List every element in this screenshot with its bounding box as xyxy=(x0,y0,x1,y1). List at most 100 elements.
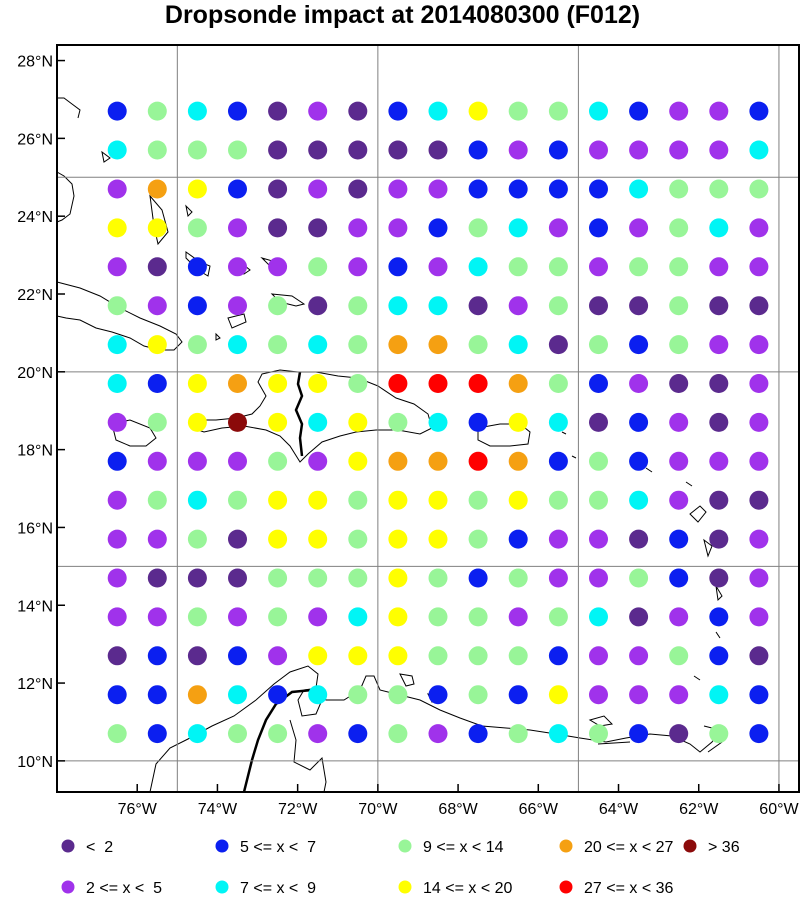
dropsonde-point xyxy=(709,412,729,432)
dropsonde-point xyxy=(388,179,408,199)
dropsonde-point xyxy=(147,296,167,316)
dropsonde-point xyxy=(147,451,167,471)
dropsonde-point xyxy=(589,218,608,238)
legend-label: 20 <= x < 27 xyxy=(584,839,674,856)
lat-tick-label: 22°N xyxy=(17,287,53,304)
dropsonde-point xyxy=(508,101,528,121)
dropsonde-point xyxy=(187,296,207,316)
dropsonde-point xyxy=(589,374,608,393)
dropsonde-point xyxy=(669,568,689,588)
dropsonde-point xyxy=(428,724,448,744)
dropsonde-point xyxy=(508,607,528,627)
dropsonde-point xyxy=(709,140,729,160)
dropsonde-point xyxy=(268,335,288,355)
dropsonde-point xyxy=(388,296,408,316)
dropsonde-point xyxy=(187,179,207,199)
dropsonde-point xyxy=(629,257,649,277)
gridlines xyxy=(57,45,799,792)
dropsonde-point xyxy=(508,646,528,666)
dropsonde-point xyxy=(147,529,167,549)
dropsonde-point xyxy=(508,335,528,355)
lat-tick-label: 12°N xyxy=(17,676,53,693)
coastline-south-america xyxy=(149,665,721,793)
dropsonde-point xyxy=(428,179,448,199)
coastline-lesser-antilles xyxy=(561,431,723,681)
dropsonde-point xyxy=(749,529,769,549)
dropsonde-point xyxy=(308,140,328,160)
dropsonde-point xyxy=(749,451,769,471)
dropsonde-point xyxy=(107,296,127,316)
dropsonde-point xyxy=(268,646,288,666)
dropsonde-point xyxy=(107,490,127,510)
dropsonde-point xyxy=(107,529,127,549)
dropsonde-point xyxy=(468,724,488,744)
legend: < 2 5 <= x < 7 9 <= x < 14 20 <= x < 27 > 36… xyxy=(61,839,740,897)
dropsonde-point xyxy=(107,140,127,160)
dropsonde-point xyxy=(468,179,488,199)
dropsonde-point xyxy=(107,179,127,199)
dropsonde-point xyxy=(749,218,769,238)
dropsonde-point xyxy=(589,685,608,705)
legend-swatch xyxy=(398,839,412,853)
dropsonde-point xyxy=(548,607,568,627)
dropsonde-point xyxy=(629,296,649,316)
dropsonde-point xyxy=(228,412,247,432)
dropsonde-point xyxy=(187,257,207,277)
dropsonde-point xyxy=(228,296,247,316)
dropsonde-point xyxy=(548,490,568,510)
dropsonde-point xyxy=(589,568,608,588)
dropsonde-point xyxy=(147,101,167,121)
dropsonde-point xyxy=(268,724,288,744)
dropsonde-point xyxy=(308,218,328,238)
dropsonde-point xyxy=(268,490,288,510)
lat-ticks: 28°N 26°N 24°N 22°N 20°N 18°N 16°N 14°N 12°N 10°N xyxy=(17,54,65,771)
dropsonde-point xyxy=(629,646,649,666)
dropsonde-point xyxy=(228,101,247,121)
dropsonde-point xyxy=(669,607,689,627)
dropsonde-point xyxy=(709,451,729,471)
dropsonde-point xyxy=(669,451,689,471)
dropsonde-point xyxy=(468,257,488,277)
dropsonde-point xyxy=(468,374,488,393)
dropsonde-point xyxy=(187,724,207,744)
dropsonde-point xyxy=(749,568,769,588)
dropsonde-point xyxy=(268,218,288,238)
dropsonde-point xyxy=(388,335,408,355)
dropsonde-point xyxy=(348,140,368,160)
dropsonde-point xyxy=(428,490,448,510)
coastline-puerto-rico xyxy=(477,423,531,447)
dropsonde-point xyxy=(308,685,328,705)
dropsonde-point xyxy=(268,179,288,199)
dropsonde-point xyxy=(428,296,448,316)
dropsonde-point xyxy=(629,607,649,627)
dropsonde-point xyxy=(629,218,649,238)
dropsonde-point xyxy=(508,412,528,432)
dropsonde-point xyxy=(348,179,368,199)
dropsonde-point xyxy=(348,724,368,744)
lon-tick-label: 68°W xyxy=(438,801,478,818)
coastline-florida xyxy=(56,97,81,223)
dropsonde-point xyxy=(268,374,288,393)
dropsonde-point xyxy=(388,374,408,393)
legend-swatch xyxy=(215,880,229,894)
lon-tick-label: 74°W xyxy=(198,801,238,818)
dropsonde-point xyxy=(348,412,368,432)
dropsonde-point xyxy=(468,529,488,549)
dropsonde-point xyxy=(348,257,368,277)
dropsonde-point xyxy=(308,490,328,510)
dropsonde-point xyxy=(147,179,167,199)
dropsonde-point xyxy=(548,412,568,432)
dropsonde-point xyxy=(508,568,528,588)
dropsonde-point xyxy=(228,607,247,627)
dropsonde-point xyxy=(508,451,528,471)
dropsonde-point xyxy=(107,646,127,666)
dropsonde-point xyxy=(107,412,127,432)
dropsonde-point xyxy=(187,685,207,705)
dropsonde-point xyxy=(187,140,207,160)
dropsonde-point xyxy=(669,646,689,666)
dropsonde-point xyxy=(749,179,769,199)
dropsonde-point xyxy=(147,374,167,393)
dropsonde-point xyxy=(629,374,649,393)
dropsonde-point xyxy=(388,685,408,705)
dropsonde-point xyxy=(508,179,528,199)
